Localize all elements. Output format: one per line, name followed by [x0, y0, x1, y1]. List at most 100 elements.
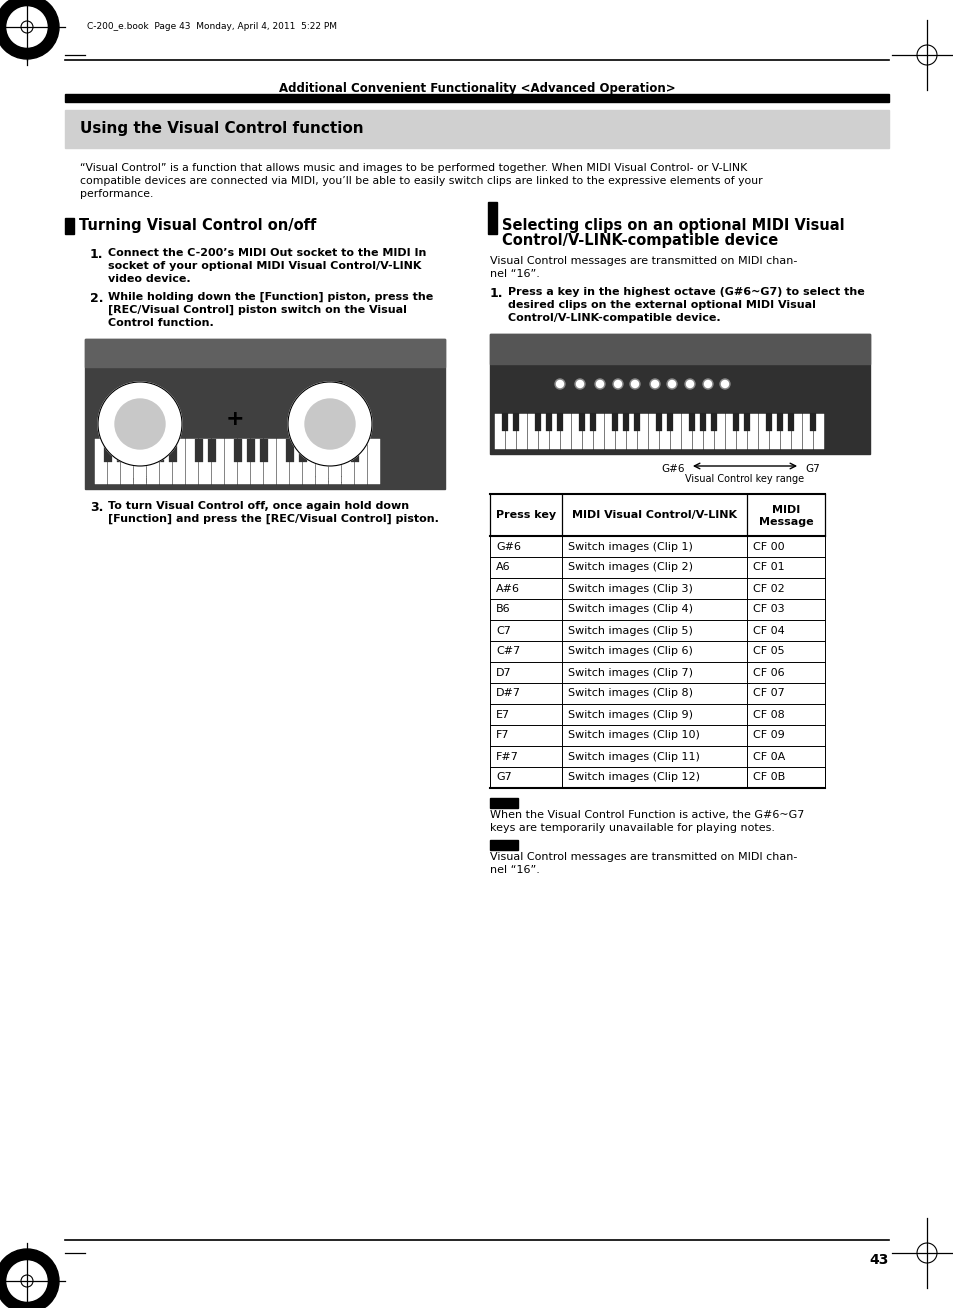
Bar [147, 439, 159, 484]
Bar [765, 413, 771, 432]
Bar [490, 536, 824, 557]
Bar [737, 415, 746, 449]
Bar [535, 413, 540, 432]
Bar [747, 415, 758, 449]
Bar [656, 413, 661, 432]
Circle shape [614, 381, 620, 387]
Bar [648, 415, 659, 449]
Text: nel “16”.: nel “16”. [490, 865, 539, 875]
Bar [557, 413, 562, 432]
Bar [341, 439, 354, 484]
Bar [594, 415, 603, 449]
Bar [95, 439, 107, 484]
Text: Visual Control key range: Visual Control key range [684, 473, 803, 484]
Bar [237, 439, 250, 484]
Bar [298, 439, 307, 462]
Bar [578, 413, 584, 432]
Text: nel “16”.: nel “16”. [490, 269, 539, 279]
Bar [725, 415, 735, 449]
Text: [REC/Visual Control] piston switch on the Visual: [REC/Visual Control] piston switch on th… [108, 305, 406, 315]
Circle shape [651, 381, 658, 387]
Text: CF 05: CF 05 [752, 646, 783, 657]
Circle shape [684, 379, 695, 388]
Bar [212, 439, 224, 484]
Text: Switch images (Clip 12): Switch images (Clip 12) [567, 773, 700, 782]
Bar [490, 494, 824, 536]
Bar [670, 415, 680, 449]
Bar [315, 439, 328, 484]
Text: Visual Control messages are transmitted on MIDI chan-: Visual Control messages are transmitted … [490, 852, 797, 862]
Bar [276, 439, 289, 484]
Bar [612, 413, 618, 432]
Text: Press key: Press key [496, 510, 556, 521]
Bar [490, 746, 824, 766]
Bar [133, 439, 146, 484]
Bar [325, 439, 333, 462]
Text: 2.: 2. [90, 292, 103, 305]
Text: Switch images (Clip 6): Switch images (Clip 6) [567, 646, 692, 657]
Circle shape [305, 399, 355, 449]
Circle shape [7, 7, 47, 47]
Circle shape [631, 381, 638, 387]
Text: performance.: performance. [80, 188, 153, 199]
Bar [251, 439, 263, 484]
Bar [791, 415, 801, 449]
Text: C-200_e.book  Page 43  Monday, April 4, 2011  5:22 PM: C-200_e.book Page 43 Monday, April 4, 20… [87, 22, 336, 31]
Bar [638, 415, 647, 449]
Text: Press a key in the highest octave (G#6~G7) to select the: Press a key in the highest octave (G#6~G… [507, 286, 863, 297]
Bar [303, 439, 314, 484]
Text: CF 01: CF 01 [752, 562, 783, 573]
Text: CF 0B: CF 0B [752, 773, 784, 782]
Text: CF 04: CF 04 [752, 625, 784, 636]
Bar [490, 683, 824, 704]
Circle shape [556, 381, 563, 387]
Text: Switch images (Clip 1): Switch images (Clip 1) [567, 542, 692, 552]
Bar [490, 798, 517, 808]
Text: Function: Function [122, 476, 157, 485]
Text: NOTE: NOTE [493, 841, 517, 850]
Bar [65, 94, 888, 102]
Bar [286, 439, 294, 462]
Text: E7: E7 [496, 709, 510, 719]
Text: Control function.: Control function. [108, 318, 213, 328]
Text: video device.: video device. [108, 273, 191, 284]
Bar [802, 415, 812, 449]
Bar [582, 415, 593, 449]
Bar [550, 415, 559, 449]
Text: CF 00: CF 00 [752, 542, 783, 552]
Bar [527, 415, 537, 449]
Bar [700, 413, 705, 432]
Text: CF 06: CF 06 [752, 667, 783, 678]
Bar [490, 599, 824, 620]
Bar [659, 415, 669, 449]
Circle shape [703, 381, 711, 387]
Text: CF 09: CF 09 [752, 730, 784, 740]
Bar [490, 334, 869, 364]
Circle shape [613, 379, 622, 388]
Bar [85, 339, 444, 489]
Text: G#6: G#6 [660, 464, 684, 473]
Text: keys are temporarily unavailable for playing notes.: keys are temporarily unavailable for pla… [490, 823, 774, 833]
Text: socket of your optional MIDI Visual Control/V-LINK: socket of your optional MIDI Visual Cont… [108, 262, 421, 271]
Bar [692, 415, 702, 449]
Circle shape [288, 382, 372, 466]
Text: Switch images (Clip 7): Switch images (Clip 7) [567, 667, 692, 678]
Bar [490, 704, 824, 725]
Text: When the Visual Control Function is active, the G#6~G7: When the Visual Control Function is acti… [490, 810, 803, 820]
Circle shape [115, 399, 165, 449]
Bar [560, 415, 571, 449]
Text: Switch images (Clip 5): Switch images (Clip 5) [567, 625, 692, 636]
Circle shape [7, 1261, 47, 1301]
Text: 1.: 1. [490, 286, 503, 300]
Bar [710, 413, 717, 432]
Bar [787, 413, 793, 432]
Bar [225, 439, 236, 484]
Bar [247, 439, 254, 462]
Bar [490, 641, 824, 662]
Bar [495, 415, 504, 449]
Text: “Visual Control” is a function that allows music and images to be performed toge: “Visual Control” is a function that allo… [80, 164, 746, 173]
Text: CF 08: CF 08 [752, 709, 784, 719]
Bar [490, 620, 824, 641]
Circle shape [576, 381, 583, 387]
Bar [589, 413, 596, 432]
